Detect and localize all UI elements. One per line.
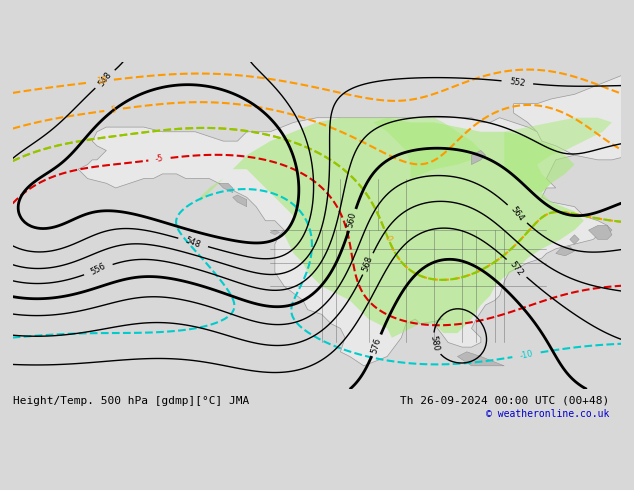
Text: 10: 10 bbox=[96, 76, 107, 86]
Polygon shape bbox=[373, 118, 481, 178]
Text: 568: 568 bbox=[361, 255, 375, 273]
Polygon shape bbox=[270, 230, 280, 235]
Polygon shape bbox=[514, 66, 634, 160]
Polygon shape bbox=[570, 235, 579, 244]
Text: -5: -5 bbox=[155, 154, 164, 164]
Text: -10: -10 bbox=[519, 349, 534, 361]
Polygon shape bbox=[472, 150, 486, 165]
Polygon shape bbox=[458, 352, 504, 366]
Text: 5: 5 bbox=[110, 105, 117, 115]
Text: 572: 572 bbox=[508, 259, 525, 277]
Text: 548: 548 bbox=[96, 70, 113, 88]
Polygon shape bbox=[219, 183, 233, 193]
Polygon shape bbox=[233, 195, 247, 207]
Text: 564: 564 bbox=[509, 205, 526, 223]
Text: © weatheronline.co.uk: © weatheronline.co.uk bbox=[486, 409, 609, 419]
Text: 552: 552 bbox=[509, 77, 526, 88]
Text: 560: 560 bbox=[346, 211, 358, 229]
Text: 548: 548 bbox=[184, 235, 202, 249]
Polygon shape bbox=[200, 118, 584, 338]
Text: Th 26-09-2024 00:00 UTC (00+48): Th 26-09-2024 00:00 UTC (00+48) bbox=[400, 396, 609, 406]
Text: 580: 580 bbox=[429, 335, 441, 352]
Polygon shape bbox=[588, 225, 612, 240]
Text: 556: 556 bbox=[89, 262, 107, 277]
Text: Height/Temp. 500 hPa [gdmp][°C] JMA: Height/Temp. 500 hPa [gdmp][°C] JMA bbox=[13, 396, 249, 406]
Polygon shape bbox=[556, 246, 574, 256]
Text: 0: 0 bbox=[383, 234, 393, 241]
Polygon shape bbox=[602, 225, 612, 235]
Text: 576: 576 bbox=[370, 336, 383, 354]
Polygon shape bbox=[78, 118, 607, 366]
Polygon shape bbox=[504, 118, 612, 193]
